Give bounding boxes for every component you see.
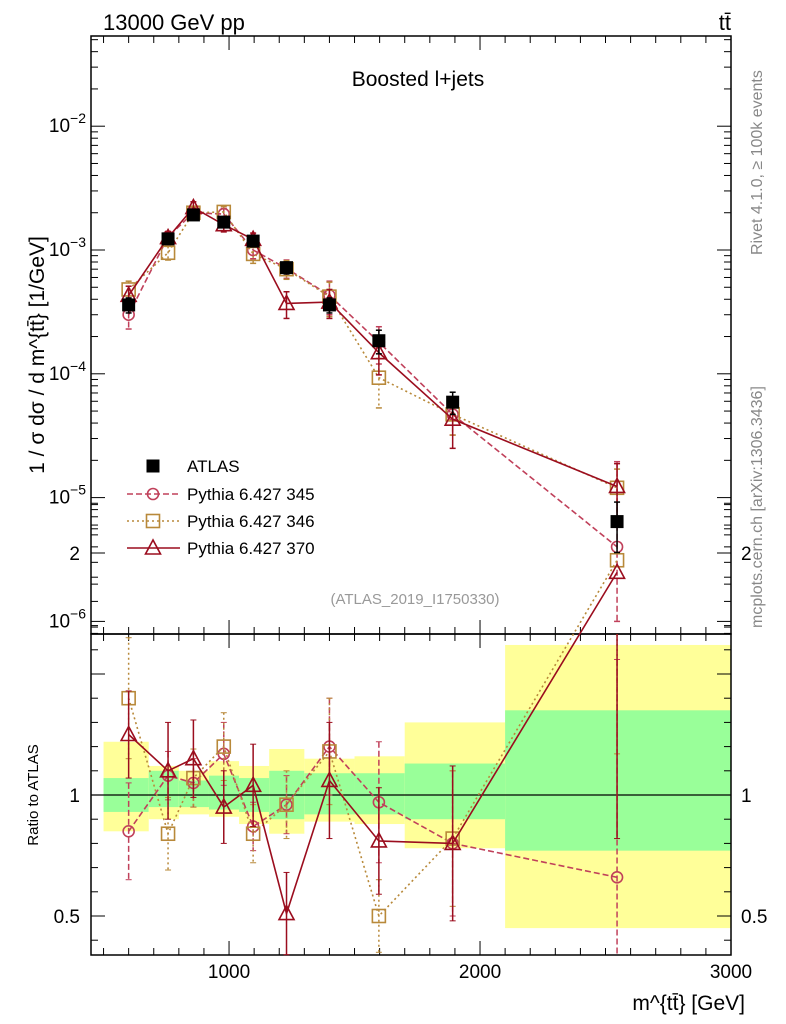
data-point-atlas [217,215,231,229]
ratio-series-p346 [121,552,625,953]
x-axis-label: m^{tt̄} [GeV] [632,992,745,1015]
ratio-point-p345 [280,798,293,811]
ratio-point-p370 [184,749,203,766]
data-point-atlas [161,232,175,246]
legend: ATLAS Pythia 6.427 345 Pythia 6.427 346 … [127,457,315,558]
series-line-p346 [128,211,618,489]
series-atlas [122,208,624,554]
ratio-point-p346 [609,552,625,568]
ratio-point-p346 [245,826,261,842]
data-point-p346 [160,245,176,261]
legend-marker-p370 [144,538,162,555]
ratio-point-p370 [370,831,388,848]
ratio-point-p346 [216,739,232,754]
y-tick-label: 10−2 [49,110,86,137]
legend-label-atlas: ATLAS [187,457,240,476]
y-tick-label: 10−3 [49,234,86,261]
series-line-p345 [127,211,618,548]
y-tick-label: 10−4 [49,358,86,385]
data-point-atlas [246,234,260,248]
legend-marker-p345 [146,487,160,501]
ratio-point-p370 [277,903,296,921]
ratio-point-p346 [279,797,294,812]
data-point-p370 [277,293,296,311]
ratio-point-p370 [443,833,462,851]
ratio-y-tick-label-right: 2 [741,544,752,565]
legend-marker-atlas [146,459,160,473]
ratio-point-p370 [244,775,262,793]
y-tick-label: 10−5 [49,482,86,509]
y-tick-label: 10−6 [49,605,86,632]
x-tick-label: 1000 [208,962,250,983]
data-point-atlas [446,395,460,409]
series-p345 [122,206,624,623]
y-axis-label-ratio: Ratio to ATLAS [25,744,42,845]
legend-label-p370: Pythia 6.427 370 [187,539,315,558]
ratio-point-p345 [610,870,624,884]
x-tick-label: 2000 [459,962,501,983]
ratio-y-tick-label-right: 0.5 [741,907,767,928]
data-point-atlas [186,208,200,222]
header-right: tt̄ [719,10,731,35]
analysis-label: (ATLAS_2019_I1750330) [330,591,499,608]
ratio-y-tick-label-right: 1 [741,786,752,807]
data-point-p370 [370,343,388,360]
ratio-line-p346 [127,559,618,918]
series-p370 [119,197,626,528]
ratio-panel [90,633,732,956]
ratio-point-p346 [160,826,176,842]
mcplots-label: mcplots.cern.ch [arXiv:1306.3436] [749,386,766,628]
ratio-line-p370 [128,571,618,917]
y-axis-label-main: 1 / σ dσ / d m^{tt̄} [1/GeV] [26,236,49,474]
header-left: 13000 GeV pp [103,10,245,35]
x-tick-label: 3000 [710,962,752,983]
legend-label-p345: Pythia 6.427 345 [187,485,315,504]
ratio-point-p370 [214,797,233,814]
data-point-p370 [608,476,626,494]
series-line-p370 [127,206,618,488]
data-point-p370 [443,409,462,426]
ratio-point-p370 [320,770,339,788]
ratio-point-p345 [122,824,135,838]
legend-marker-p346 [145,513,161,529]
chart-title: Boosted l+jets [352,68,485,91]
data-point-atlas [280,261,294,275]
ratio-band-inner [505,710,731,851]
ratio-line-p345 [127,745,618,879]
ratio-point-p370 [608,562,626,580]
ratio-y-tick-label: 1 [69,786,80,807]
ratio-y-tick-label: 2 [69,544,80,565]
ratio-band-inner [404,763,506,820]
data-point-atlas [372,334,386,348]
ratio-y-tick-label: 0.5 [54,907,80,928]
data-point-atlas [610,515,624,529]
rivet-label: Rivet 4.1.0, ≥ 100k events [749,70,766,255]
legend-label-p346: Pythia 6.427 346 [187,512,315,531]
ratio-series-p370 [119,562,626,956]
data-point-atlas [122,298,136,312]
ratio-point-p346 [371,908,387,924]
ratio-point-p370 [159,761,177,778]
ratio-point-p370 [119,724,138,742]
data-point-atlas [322,298,336,312]
